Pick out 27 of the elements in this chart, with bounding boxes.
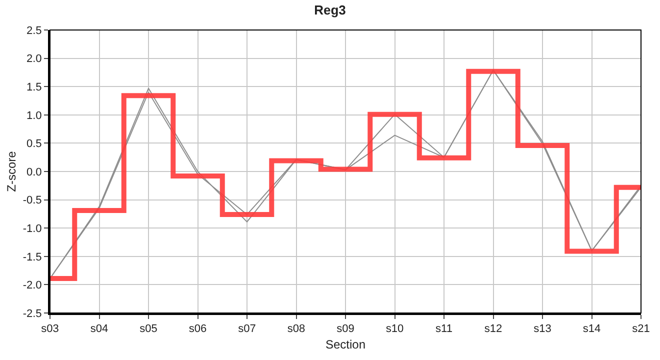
x-tick-label: s03	[41, 323, 59, 336]
y-axis-title: Z-score	[4, 150, 19, 192]
y-tick-label: 2.0	[26, 53, 42, 66]
y-tick-label: 2.5	[26, 24, 42, 37]
x-tick-label: s05	[140, 323, 158, 336]
chart-title: Reg3	[314, 2, 346, 18]
y-tick-label: 1.0	[26, 110, 42, 122]
x-tick-label: s21	[632, 323, 650, 336]
x-tick-label: s06	[188, 323, 207, 336]
y-tick-label: -1.0	[22, 222, 42, 235]
x-tick-label: s14	[582, 323, 601, 336]
y-tick-label: -2.0	[22, 280, 42, 292]
x-tick-label: s04	[90, 323, 108, 336]
x-tick-label: s09	[336, 323, 354, 336]
x-tick-label: s08	[287, 323, 306, 336]
y-tick-label: 1.5	[26, 81, 42, 94]
y-tick-label: -0.5	[22, 194, 42, 207]
x-tick-label: s10	[386, 323, 404, 336]
y-tick-label: 0.5	[26, 138, 42, 150]
x-axis-title: Section	[325, 338, 366, 352]
x-tick-label: s07	[238, 323, 256, 336]
y-tick-label: -1.5	[22, 251, 42, 264]
x-tick-label: s11	[436, 323, 452, 336]
x-tick-label: s12	[484, 323, 502, 336]
y-tick-label: 0.0	[26, 166, 42, 178]
y-tick-label: -2.5	[22, 308, 42, 320]
x-tick-label: s13	[534, 323, 552, 336]
